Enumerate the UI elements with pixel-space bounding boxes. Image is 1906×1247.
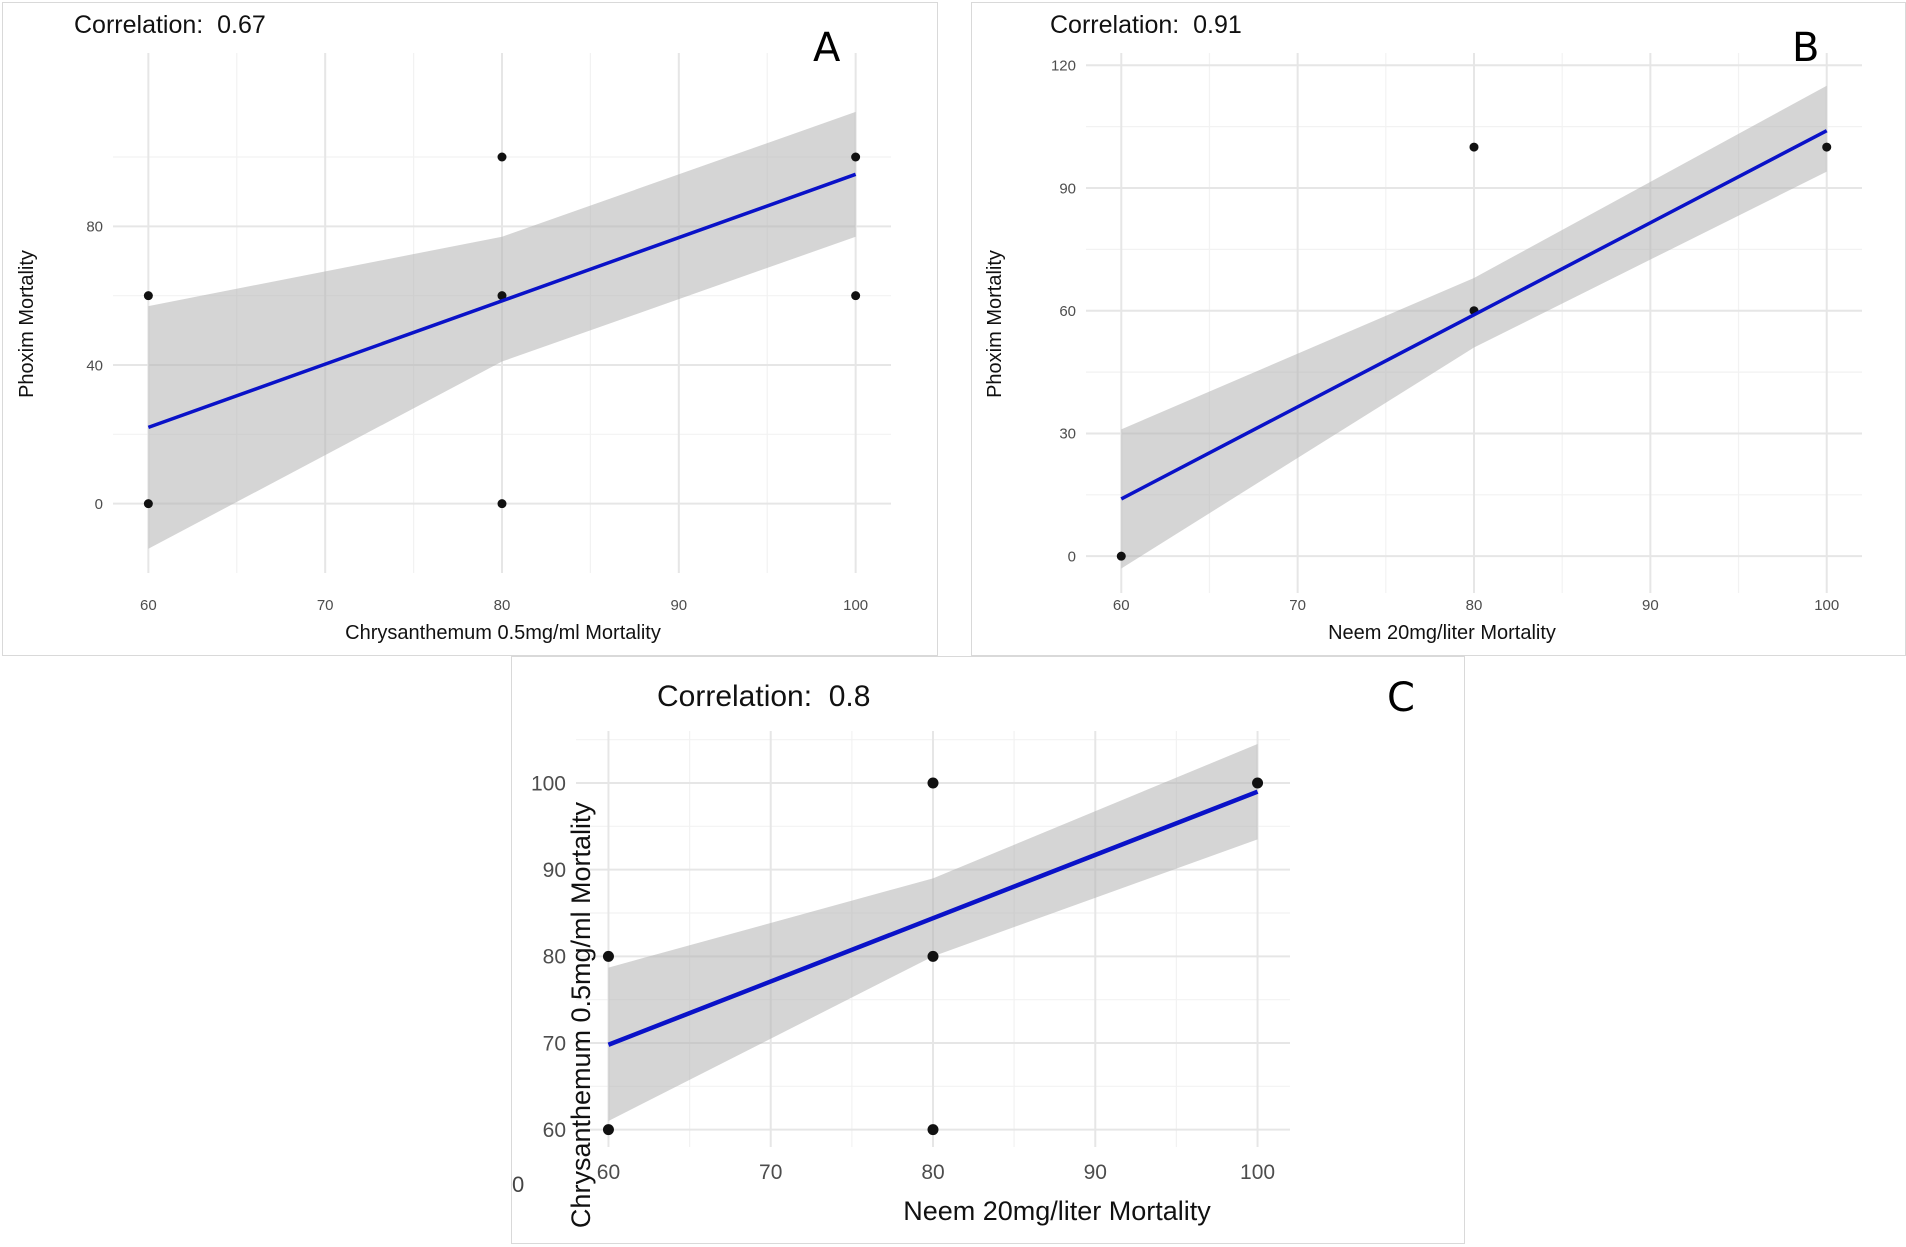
chart-c-x-tick-label: 80 [921,1161,944,1184]
chart-a-data-point [143,291,153,301]
chart-c-data-point [602,1124,614,1136]
chart-b-y-tick-label: 90 [1059,180,1076,197]
chart-a-x-tick-label: 60 [140,597,157,614]
chart-a-x-tick-label: 90 [670,597,687,614]
chart-a-plot: 60 70 80 90 100 0 40 80 [86,53,891,614]
chart-b-panel-label: B [1792,25,1820,71]
chart-b-correlation: Correlation: 0.91 [1050,11,1242,39]
chart-c-y-tick-label: 60 [543,1119,566,1142]
chart-b-y-axis-label: Phoxim Mortality [984,250,1006,398]
chart-b-confidence-band [1121,85,1827,569]
chart-b-fit-line [1120,129,1828,501]
chart-c-correlation: Correlation: 0.8 [657,680,871,713]
chart-a-y-tick-label: 80 [86,219,103,236]
chart-a-data-point [497,152,507,162]
chart-a-data-point [497,291,507,301]
chart-c-data-point [1252,777,1264,789]
chart-c-y-axis-label: Chrysanthemum 0.5mg/ml Mortality [566,801,596,1229]
chart-c-y-tick-label: 100 [531,772,566,795]
chart-c-confidence-band [608,744,1258,1121]
chart-c-y-tick-label: 90 [543,859,566,882]
chart-c-data-point [927,1124,939,1136]
chart-b-y-tick-label: 60 [1059,303,1076,320]
chart-b-x-tick-label: 80 [1466,597,1483,614]
chart-c-x-tick-label: 90 [1084,1161,1107,1184]
chart-c-fit-line [607,789,1259,1047]
chart-a-data-point [497,499,507,509]
chart-c-y-tick-label: 70 [543,1032,566,1055]
chart-a-x-tick-label: 80 [494,597,511,614]
chart-a-data-point [851,152,861,162]
chart-panel-b: 60 70 80 90 100 0 30 60 90 120 Correlation: 0.91 … [971,2,1906,656]
chart-c-panel-label: C [1387,675,1415,721]
chart-a-fit-line [147,172,857,430]
chart-b-x-tick-label: 60 [1113,597,1130,614]
stray-tick-fragment: 0 [512,1172,525,1197]
chart-b-x-tick-label: 90 [1642,597,1659,614]
chart-c-y-tick-label: 80 [543,946,566,969]
chart-a-y-tick-label: 40 [86,357,103,374]
chart-b-plot: 60 70 80 90 100 0 30 60 90 120 [1051,53,1862,614]
chart-c-x-axis-label: Neem 20mg/liter Mortality [903,1196,1211,1226]
chart-b-x-axis-label: Neem 20mg/liter Mortality [1328,622,1556,644]
chart-b-data-point [1469,142,1479,152]
chart-a-panel-label: A [813,25,841,71]
chart-c-data-point [927,950,939,962]
chart-c-x-tick-label: 60 [597,1161,620,1184]
chart-a-y-axis-label: Phoxim Mortality [16,250,38,398]
chart-c-x-tick-label: 100 [1240,1161,1275,1184]
chart-b-y-tick-label: 0 [1068,548,1076,565]
chart-c-plot: 60 70 80 90 100 60 70 80 90 100 [531,731,1290,1184]
chart-panel-a: 60 70 80 90 100 0 40 80 Correlation: 0.67 A Chr… [2,2,938,656]
chart-b-data-point [1822,142,1832,152]
chart-a-correlation: Correlation: 0.67 [74,11,266,39]
chart-a-confidence-band [148,111,856,549]
chart-b-x-tick-label: 70 [1289,597,1306,614]
chart-b-data-point [1116,551,1126,561]
chart-b-y-tick-label: 30 [1059,426,1076,443]
chart-panel-c: 60 70 80 90 100 60 70 80 90 100 Correlation: 0.8 … [511,656,1465,1244]
chart-c-x-tick-label: 70 [759,1161,782,1184]
chart-a-x-tick-label: 70 [317,597,334,614]
chart-a-y-tick-label: 0 [95,496,103,513]
chart-a-data-point [143,499,153,509]
chart-c-data-point [927,777,939,789]
chart-a-x-axis-label: Chrysanthemum 0.5mg/ml Mortality [345,622,661,644]
chart-c-data-point [602,950,614,962]
chart-b-y-tick-label: 120 [1051,58,1076,75]
chart-a-x-tick-label: 100 [843,597,868,614]
chart-a-data-point [851,291,861,301]
chart-b-x-tick-label: 100 [1814,597,1839,614]
